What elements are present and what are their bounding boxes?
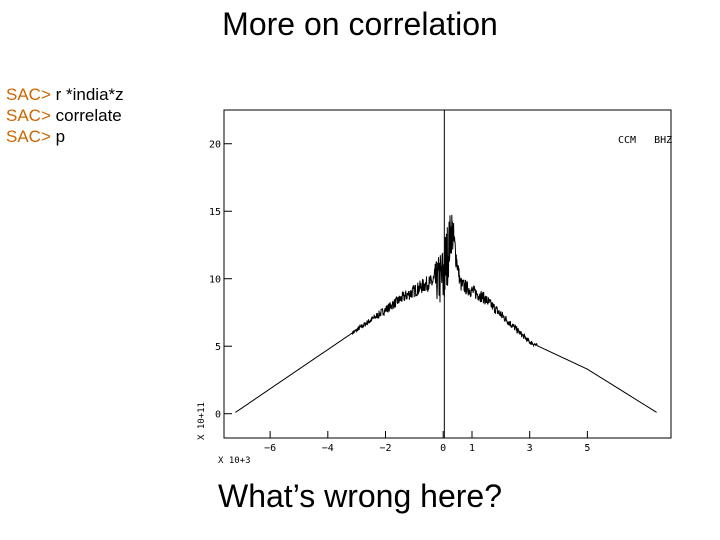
sac-command-line: SAC> correlate xyxy=(6,105,124,126)
sac-prompt: SAC> xyxy=(6,85,51,104)
sac-command: r *india*z xyxy=(50,85,124,104)
question-text: What’s wrong here? xyxy=(218,478,502,514)
station-label: CCM BHZ xyxy=(618,135,672,146)
x-tick-label: −6 xyxy=(264,443,276,454)
x-tick-label: 3 xyxy=(527,443,533,454)
x-tick-label: −2 xyxy=(379,443,391,454)
x-tick-label: 5 xyxy=(584,443,590,454)
x-tick-label: −4 xyxy=(322,443,334,454)
y-tick-label: 5 xyxy=(215,342,221,353)
x-tick-label: 0 xyxy=(440,443,446,454)
sac-command: p xyxy=(50,127,66,146)
slide-title: More on correlation xyxy=(222,6,498,42)
y-axis-ticks: 0 5 10 15 20 xyxy=(209,140,232,421)
sac-prompt: SAC> xyxy=(6,127,51,146)
plot-frame xyxy=(223,109,672,439)
sac-command-line: SAC> r *india*z xyxy=(6,84,124,105)
y-tick-label: 0 xyxy=(215,410,221,421)
sac-command-block: SAC> r *india*z SAC> correlate SAC> p xyxy=(6,84,124,147)
sac-command: correlate xyxy=(50,106,122,125)
x-axis-ticks: −6 −4 −2 0 1 3 5 xyxy=(264,431,590,454)
correlation-trace xyxy=(235,214,657,413)
sac-command-line: SAC> p xyxy=(6,126,124,147)
y-tick-label: 20 xyxy=(209,140,221,151)
y-multiplier-label: X 10+11 xyxy=(197,402,207,440)
x-multiplier-label: X 10+3 xyxy=(218,456,251,466)
x-tick-label: 1 xyxy=(469,443,475,454)
y-tick-label: 15 xyxy=(209,207,221,218)
sac-prompt: SAC> xyxy=(6,106,51,125)
y-tick-label: 10 xyxy=(209,275,221,286)
